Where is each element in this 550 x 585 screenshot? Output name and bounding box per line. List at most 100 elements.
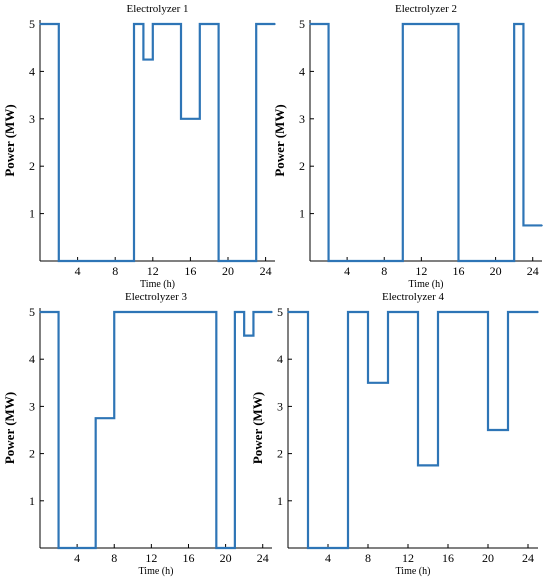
electrolyzer-2-xtick-label: 16 [452,264,464,278]
electrolyzer-4-data-point [487,429,489,431]
electrolyzer-3-data-point [252,311,255,313]
electrolyzer-3-xlabel: Time (h) [139,566,174,577]
electrolyzer-4-data-point [437,311,439,313]
electrolyzer-1-xtick-label: 8 [112,264,118,278]
electrolyzer-2-data-point [327,260,330,262]
electrolyzer-2-ytick-label: 5 [299,17,305,31]
electrolyzer-1-title: Electrolyzer 1 [127,3,189,15]
electrolyzer-4-data-point [347,311,349,313]
electrolyzer-4-xlabel: Time (h) [396,566,431,577]
electrolyzer-1-ytick-label: 2 [29,159,35,173]
electrolyzer-4-xtick-label: 8 [365,551,371,565]
electrolyzer-2-data-point [309,23,311,25]
electrolyzer-2-ytick-label: 2 [299,159,305,173]
electrolyzer-1-data-point [58,260,60,262]
electrolyzer-1-xtick-label: 4 [75,264,81,278]
electrolyzer-2-data-point [457,260,460,262]
electrolyzer-1-ylabel: Power (MW) [2,104,17,176]
electrolyzer-1-ytick-label: 5 [29,17,35,31]
electrolyzer-2-title: Electrolyzer 2 [395,3,457,15]
electrolyzer-4-ylabel: Power (MW) [250,392,265,464]
electrolyzer-3-data-point [234,311,236,313]
electrolyzer-4-xtick-label: 12 [402,551,414,565]
electrolyzer-4-data-point [417,464,419,467]
electrolyzer-1-ytick-label: 4 [29,64,35,78]
electrolyzer-3-xtick-label: 20 [220,551,232,565]
electrolyzer-1-data-point [152,23,154,25]
electrolyzer-3-ytick-label: 4 [29,352,35,366]
electrolyzer-3-xtick-label: 12 [145,551,157,565]
electrolyzer-1-data-point [199,23,201,25]
electrolyzer-4-data-point [367,382,369,384]
electrolyzer-1-data-point [39,23,41,25]
electrolyzer-4-power-series-line [288,310,538,550]
electrolyzer-2-data-point [522,224,525,227]
electrolyzer-4-ytick-label: 4 [277,352,283,366]
electrolyzer-4-data-point [537,311,539,313]
electrolyzer-1-data-point [142,58,145,61]
electrolyzer-3-data-point [243,334,245,337]
electrolyzer-2-data-point [541,224,543,227]
electrolyzer-1-data-point [274,23,276,25]
electrolyzer-4-ytick-label: 1 [277,494,283,508]
electrolyzer-3-ytick-label: 1 [29,494,35,508]
electrolyzer-2-xtick-label: 4 [344,264,350,278]
electrolyzer-4-data-point [287,311,289,313]
electrolyzer-1-power-series-line [40,22,275,263]
electrolyzer-1-data-point [255,23,257,25]
electrolyzer-3-data-point [39,311,41,313]
electrolyzer-4-xtick-label: 24 [522,551,534,565]
electrolyzer-3-ytick-label: 3 [29,399,35,413]
electrolyzer-3-data-point [113,311,116,313]
electrolyzer-2-xtick-label: 24 [527,264,539,278]
electrolyzer-2-ytick-label: 1 [299,207,305,221]
electrolyzer-3-ytick-label: 2 [29,447,35,461]
electrolyzer-1-ytick-label: 1 [29,207,35,221]
electrolyzer-3-data-point [57,547,60,549]
electrolyzer-1-ytick-label: 3 [29,112,35,126]
electrolyzer-3-data-point [215,547,218,549]
electrolyzer-4-xtick-label: 4 [325,551,331,565]
electrolyzer-2-data-point [513,23,515,25]
electrolyzer-2-data-point [402,23,404,25]
electrolyzer-2-ytick-label: 4 [299,64,305,78]
electrolyzer-4-data-point [507,311,509,313]
electrolyzer-4-data-point [387,311,389,313]
electrolyzer-2-xtick-label: 12 [415,264,427,278]
electrolyzer-4-data-point [307,547,309,549]
electrolyzer-4-title: Electrolyzer 4 [382,291,444,303]
electrolyzer-2-power-series-line [310,22,542,263]
electrolyzer-3-xtick-label: 24 [257,551,269,565]
electrolyzer-2-ytick-label: 3 [299,112,305,126]
electrolyzer-2-xlabel: Time (h) [409,279,444,290]
electrolyzer-4-xtick-label: 20 [482,551,494,565]
electrolyzer-1-xlabel: Time (h) [140,279,175,290]
electrolyzer-1-data-point [133,23,135,25]
electrolyzer-2-xtick-label: 20 [490,264,502,278]
electrolyzer-2-xtick-label: 8 [381,264,387,278]
electrolyzer-1-data-point [217,260,220,262]
electrolyzer-1-data-point [180,118,182,120]
electrolyzer-1-xtick-label: 24 [260,264,272,278]
electrolyzer-4-ytick-label: 5 [277,305,283,319]
electrolyzer-1-xtick-label: 16 [184,264,196,278]
electrolyzer-3-xtick-label: 4 [74,551,80,565]
electrolyzer-3-ylabel: Power (MW) [2,392,17,464]
electrolyzer-4-xtick-label: 16 [442,551,454,565]
electrolyzer-4-ytick-label: 3 [277,399,283,413]
electrolyzer-3-data-point [94,417,97,420]
electrolyzer-3-xtick-label: 8 [111,551,117,565]
electrolyzer-3-title: Electrolyzer 3 [125,291,187,303]
electrolyzer-4-ytick-label: 2 [277,447,283,461]
electrolyzer-3-data-point [271,311,273,313]
electrolyzer-1-xtick-label: 20 [222,264,234,278]
electrolyzer-3-ytick-label: 5 [29,305,35,319]
electrolyzer-1-xtick-label: 12 [147,264,159,278]
electrolyzer-3-xtick-label: 16 [182,551,194,565]
electrolyzer-2-ylabel: Power (MW) [272,104,287,176]
